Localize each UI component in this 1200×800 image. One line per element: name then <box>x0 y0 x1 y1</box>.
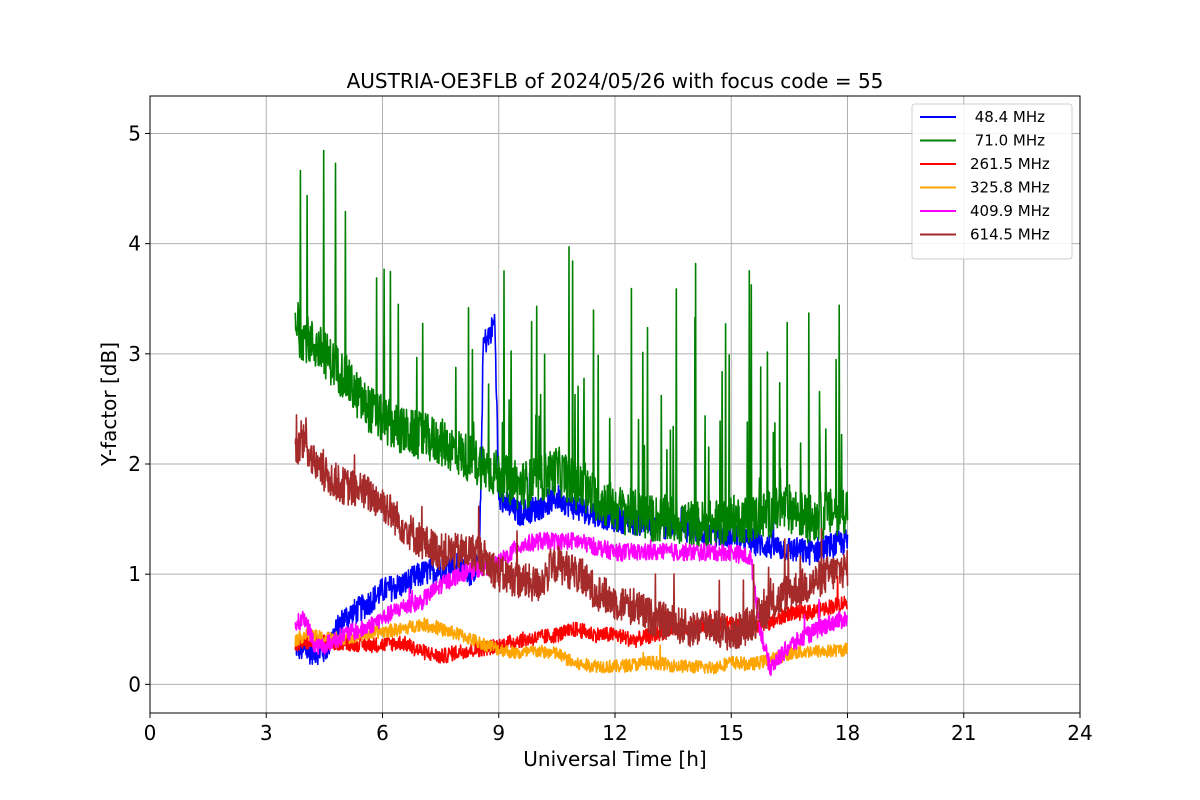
x-tick-label: 3 <box>260 721 273 745</box>
legend-label: 48.4 MHz <box>970 108 1045 126</box>
grid-lines <box>149 96 1081 713</box>
y-tick-label: 0 <box>128 672 141 696</box>
x-axis-label: Universal Time [h] <box>523 747 706 771</box>
legend-label: 614.5 MHz <box>970 226 1050 244</box>
legend-label: 409.9 MHz <box>970 202 1050 220</box>
legend-label: 325.8 MHz <box>970 179 1050 197</box>
y-axis-label: Y-factor [dB] <box>97 342 121 467</box>
legend-box <box>911 103 1073 260</box>
x-tick-label: 0 <box>144 721 157 745</box>
x-tick-label: 18 <box>835 721 860 745</box>
x-tick-label: 6 <box>376 721 389 745</box>
series-line <box>294 531 849 676</box>
x-tick-label: 9 <box>492 721 505 745</box>
x-tick-label: 12 <box>602 721 627 745</box>
x-tick-label: 24 <box>1067 721 1092 745</box>
y-tick-label: 4 <box>128 232 141 256</box>
data-series <box>294 149 849 676</box>
y-tick-label: 1 <box>128 562 141 586</box>
series-line <box>294 149 849 550</box>
series-line <box>294 414 849 651</box>
legend: 48.4 MHz 71.0 MHz 261.5 MHz 325.8 MHz 409.9… <box>911 103 1073 260</box>
y-tick-label: 2 <box>128 452 141 476</box>
x-tick-label: 15 <box>719 721 744 745</box>
legend-label: 261.5 MHz <box>970 155 1050 173</box>
y-tick-label: 3 <box>128 342 141 366</box>
y-tick-label: 5 <box>128 121 141 145</box>
series-line <box>294 617 849 675</box>
chart-title: AUSTRIA-OE3FLB of 2024/05/26 with focus … <box>347 69 884 93</box>
x-tick-label: 21 <box>951 721 976 745</box>
legend-label: 71.0 MHz <box>970 132 1045 150</box>
